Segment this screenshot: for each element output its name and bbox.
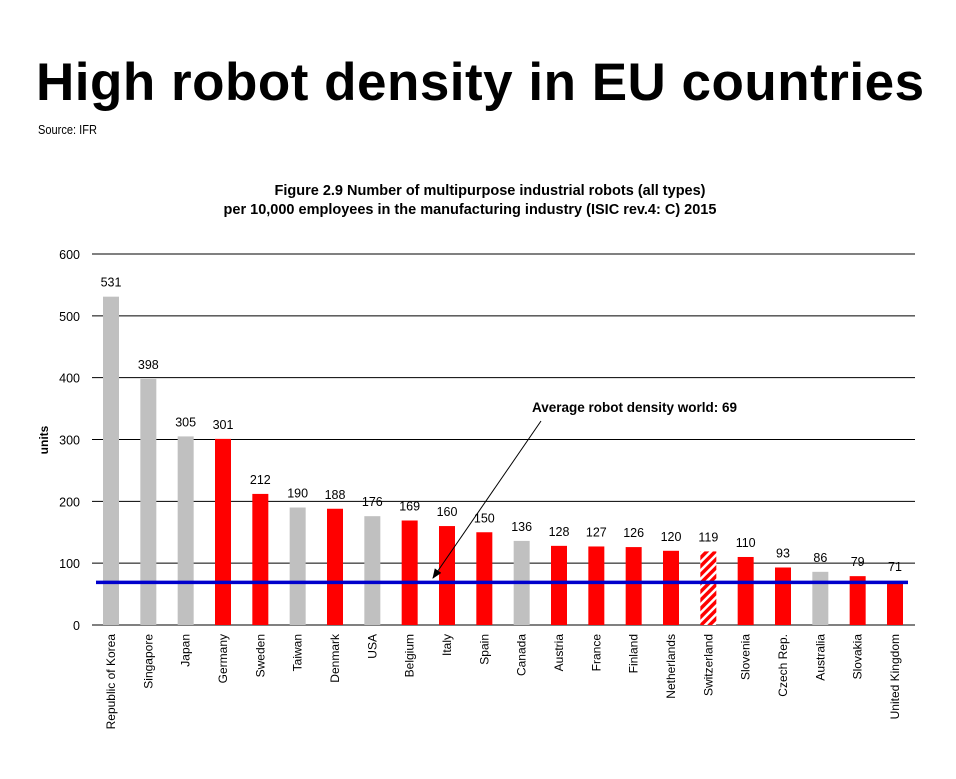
data-label: 127: [586, 525, 607, 539]
x-tick-label: Taiwan: [291, 634, 305, 671]
y-tick-label: 600: [59, 248, 80, 262]
y-axis-label: units: [37, 425, 51, 454]
data-label: 212: [250, 473, 271, 487]
bar: [289, 507, 306, 625]
data-label: 71: [888, 560, 902, 574]
chart-title-line1: Figure 2.9 Number of multipurpose indust…: [274, 183, 705, 199]
data-label: 188: [325, 488, 346, 502]
x-tick-label: Japan: [179, 634, 193, 667]
data-label: 119: [698, 530, 718, 544]
x-tick-label: Finland: [627, 634, 641, 673]
bar: [849, 576, 866, 625]
y-tick-label: 100: [59, 557, 80, 571]
bar: [737, 556, 754, 625]
x-tick-label: Sweden: [253, 634, 267, 677]
data-label: 86: [813, 551, 827, 565]
x-tick-label: USA: [365, 634, 379, 659]
bar: [476, 532, 493, 625]
x-tick-label: Belgium: [403, 634, 417, 677]
x-tick-label: Austria: [552, 634, 566, 672]
y-tick-label: 300: [59, 434, 80, 448]
y-tick-label: 400: [59, 372, 80, 386]
data-label: 301: [213, 418, 234, 432]
x-tick-label: Canada: [515, 634, 529, 676]
page-title: High robot density in EU countries: [36, 53, 925, 112]
reference-line-annotation: Average robot density world: 69: [532, 400, 737, 415]
x-tick-label: Switzerland: [701, 634, 715, 696]
data-label: 79: [851, 555, 865, 569]
data-label: 110: [736, 536, 756, 550]
data-label: 150: [474, 511, 495, 525]
bar: [103, 296, 119, 625]
bar: [177, 436, 194, 625]
bar: [663, 550, 679, 625]
data-label: 126: [623, 526, 644, 540]
x-tick-label: Slovenia: [739, 634, 753, 680]
x-tick-label: United Kingdom: [888, 634, 902, 719]
x-tick-label: Italy: [440, 634, 454, 656]
x-tick-label: Singapore: [141, 634, 155, 689]
bar: [812, 571, 829, 625]
data-label: 136: [511, 520, 532, 534]
x-tick-label: Spain: [477, 634, 491, 665]
data-label: 305: [175, 415, 196, 429]
data-label: 398: [138, 358, 159, 372]
data-label: 120: [661, 530, 682, 544]
bar: [887, 581, 903, 625]
bar: [364, 516, 381, 625]
x-tick-label: Republic of Korea: [104, 634, 118, 730]
bar: [551, 545, 567, 625]
data-label: 190: [287, 487, 308, 501]
source-note: Source: IFR: [38, 122, 97, 137]
data-label: 176: [362, 495, 383, 509]
bar: [401, 520, 418, 625]
x-tick-label: Australia: [813, 634, 827, 681]
bar: [215, 438, 231, 625]
bar: [775, 567, 791, 625]
annotation-arrow: [432, 420, 542, 579]
data-label: 93: [776, 546, 790, 560]
x-tick-label: Denmark: [328, 633, 342, 683]
x-tick-label: Slovakia: [851, 634, 865, 680]
bar: [252, 493, 269, 625]
y-tick-label: 200: [59, 495, 80, 509]
chart-title-line2: per 10,000 employees in the manufacturin…: [224, 202, 717, 218]
data-label: 169: [399, 500, 420, 514]
bar: [439, 526, 455, 625]
bar: [588, 546, 605, 625]
bar: [327, 508, 343, 625]
data-label: 128: [549, 525, 570, 539]
x-tick-label: Netherlands: [664, 634, 678, 699]
data-label: 531: [101, 276, 122, 290]
y-tick-label: 0: [73, 619, 80, 633]
x-tick-label: Germany: [216, 634, 230, 683]
bar: [700, 551, 717, 625]
y-tick-label: 500: [59, 310, 80, 324]
x-tick-label: Czech Rep.: [776, 634, 790, 697]
bar: [140, 378, 157, 625]
x-tick-label: France: [589, 634, 603, 672]
bar: [625, 547, 642, 625]
data-label: 160: [437, 505, 458, 519]
